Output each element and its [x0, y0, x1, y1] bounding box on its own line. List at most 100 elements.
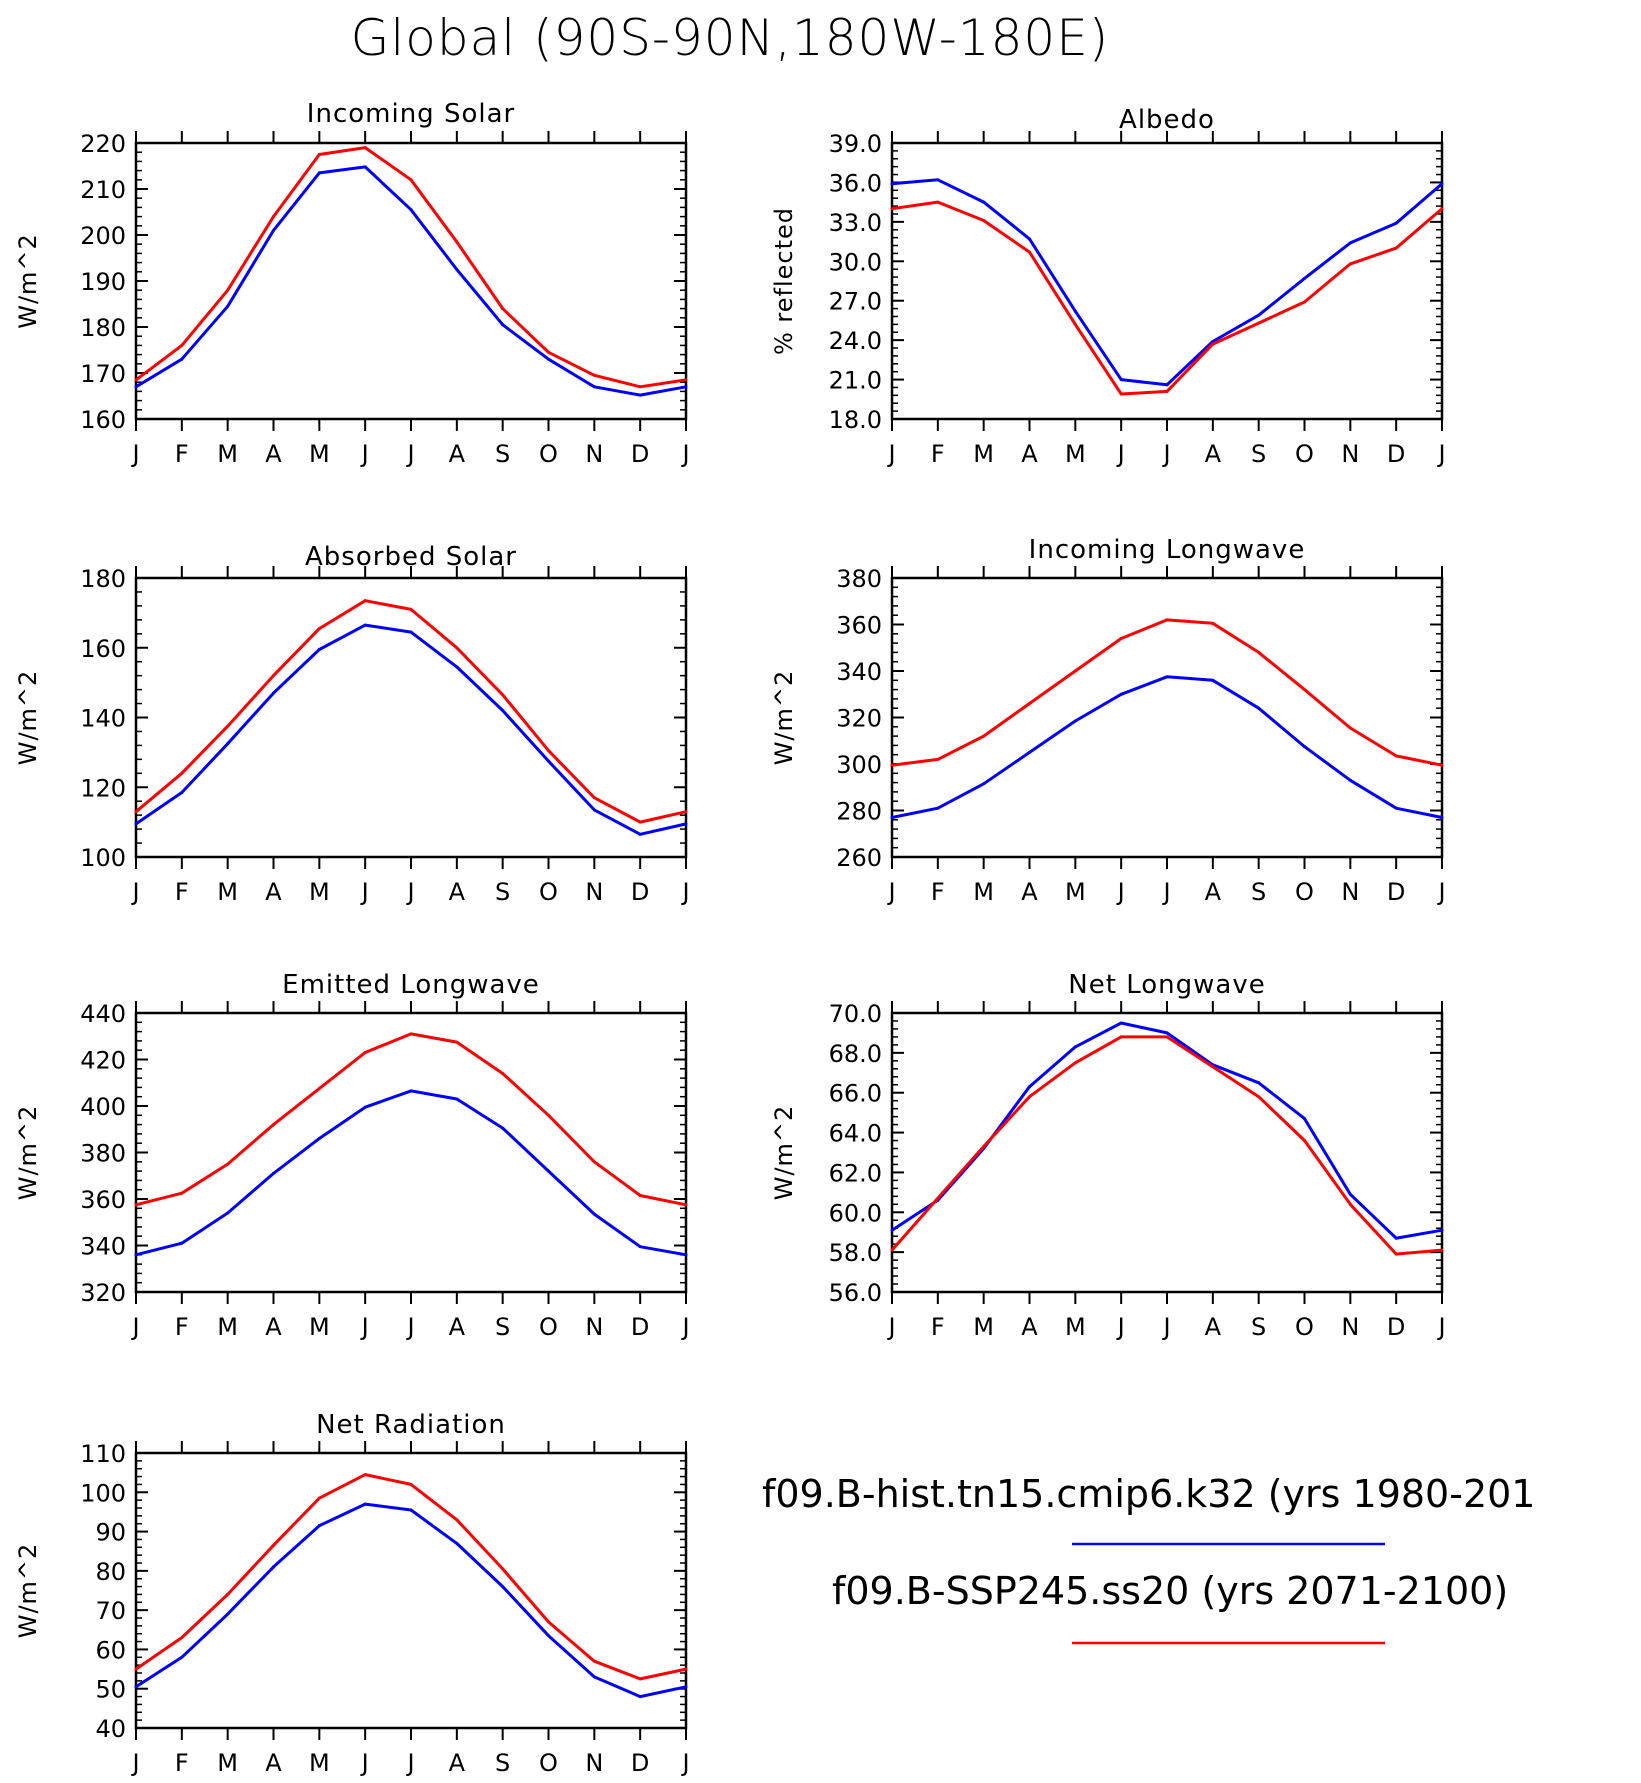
plot-frame — [134, 1451, 688, 1730]
x-tick-label: J — [1161, 1313, 1170, 1341]
data-point-ssp — [936, 200, 940, 204]
y-tick-label: 320 — [836, 705, 882, 733]
plot-frame — [890, 141, 1444, 421]
data-point-ssp — [226, 724, 230, 728]
data-point-ssp — [890, 207, 894, 211]
data-point-ssp — [1303, 300, 1306, 304]
x-tick-label: J — [680, 440, 689, 468]
data-point-ssp — [134, 1203, 138, 1207]
main-title: Global (90S-90N,180W-180E) — [351, 9, 1110, 67]
data-point-ssp — [1211, 342, 1215, 346]
x-tick-label: D — [631, 1749, 649, 1777]
x-tick-label: J — [1436, 440, 1445, 468]
data-point-ssp — [1028, 250, 1031, 254]
y-tick-label: 90 — [95, 1519, 126, 1547]
x-tick-label: A — [1205, 440, 1222, 468]
series-line-ssp — [890, 1035, 1443, 1256]
data-point-ssp — [638, 820, 642, 824]
data-point-ssp — [1394, 754, 1398, 758]
data-point-ssp — [1348, 262, 1352, 266]
y-tick-label: 180 — [80, 314, 126, 342]
x-tick-label: O — [539, 1313, 558, 1341]
x-tick-label: A — [265, 1313, 282, 1341]
data-point-ssp — [982, 219, 986, 223]
legend-label-hist: f09.B-hist.tn15.cmip6.k32 (yrs 1980-201 — [762, 1472, 1535, 1516]
series-line-hist — [135, 1502, 687, 1699]
y-tick-label: 120 — [80, 774, 126, 802]
x-tick-label: J — [405, 1313, 414, 1341]
data-point-ssp — [363, 1473, 367, 1477]
y-tick-label: 190 — [80, 268, 126, 296]
data-point-hist — [180, 790, 184, 794]
data-point-ssp — [409, 1482, 413, 1486]
x-tick-label: F — [931, 440, 945, 468]
x-tick-label: A — [1205, 878, 1222, 906]
y-tick-label: 380 — [80, 1140, 126, 1168]
data-point-ssp — [1394, 1252, 1398, 1256]
data-point-ssp — [363, 146, 367, 150]
data-point-ssp — [409, 178, 413, 182]
data-point-hist — [1165, 675, 1169, 679]
data-point-ssp — [501, 1567, 505, 1571]
data-point-ssp — [1073, 669, 1077, 673]
y-axis-label: W/m^2 — [14, 1105, 42, 1201]
data-point-hist — [1073, 309, 1077, 313]
y-tick-label: 170 — [80, 360, 126, 388]
x-tick-label: J — [360, 1749, 369, 1777]
data-point-ssp — [1257, 650, 1261, 654]
data-point-hist — [982, 782, 986, 786]
x-tick-label: A — [449, 1749, 466, 1777]
data-point-hist — [1165, 1031, 1169, 1035]
x-tick-label: A — [1205, 1313, 1222, 1341]
x-tick-label: M — [309, 440, 330, 468]
x-tick-label: D — [1387, 878, 1405, 906]
data-point-hist — [317, 1524, 321, 1528]
y-tick-label: 27.0 — [829, 288, 882, 316]
data-point-ssp — [1119, 392, 1123, 396]
x-tick-label: A — [265, 878, 282, 906]
data-point-ssp — [936, 1196, 940, 1200]
data-point-hist — [134, 822, 138, 826]
data-point-hist — [684, 385, 688, 389]
x-tick-label: J — [1116, 440, 1125, 468]
y-tick-label: 340 — [80, 1233, 126, 1261]
data-point-ssp — [1348, 1202, 1352, 1206]
x-tick-label: A — [449, 878, 466, 906]
y-tick-label: 50 — [95, 1676, 126, 1704]
data-point-hist — [547, 759, 550, 763]
x-tick-label: A — [449, 440, 466, 468]
data-point-hist — [317, 647, 321, 651]
data-point-hist — [272, 691, 275, 695]
x-tick-label: A — [265, 440, 282, 468]
y-tick-label: 62.0 — [829, 1159, 882, 1187]
data-point-ssp — [272, 215, 275, 219]
data-point-ssp — [1394, 246, 1398, 250]
y-tick-label: 60 — [95, 1636, 126, 1664]
x-tick-label: J — [886, 440, 895, 468]
y-tick-label: 360 — [80, 1186, 126, 1214]
x-tick-label: S — [495, 1313, 510, 1341]
data-point-ssp — [684, 378, 688, 382]
y-tick-label: 160 — [80, 635, 126, 663]
x-tick-label: A — [265, 1749, 282, 1777]
data-point-hist — [936, 806, 940, 810]
data-point-hist — [1257, 1081, 1261, 1085]
data-point-ssp — [226, 1592, 230, 1596]
x-tick-label: O — [1295, 440, 1314, 468]
data-point-ssp — [455, 240, 459, 244]
y-axis-label: W/m^2 — [14, 670, 42, 766]
data-point-hist — [1211, 678, 1215, 682]
data-point-hist — [1440, 182, 1444, 186]
x-tick-label: J — [360, 878, 369, 906]
data-point-ssp — [455, 1518, 459, 1522]
y-tick-label: 39.0 — [829, 130, 882, 158]
y-tick-label: 36.0 — [829, 169, 882, 197]
y-tick-label: 320 — [80, 1279, 126, 1307]
data-point-hist — [363, 1502, 367, 1506]
y-tick-label: 100 — [80, 844, 126, 872]
data-point-ssp — [638, 1194, 642, 1198]
panel-net-longwave: Net Longwave 56.0 58.0 60.0 62.0 64.0 66.0 68.0… — [770, 970, 1446, 1341]
y-tick-label: 220 — [80, 130, 126, 158]
